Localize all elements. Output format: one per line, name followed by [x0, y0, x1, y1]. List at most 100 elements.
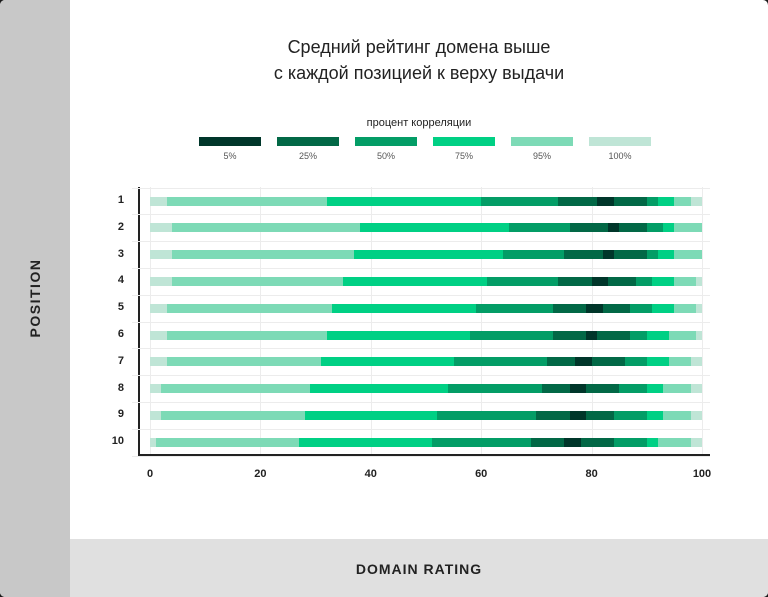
- bar-segment: [150, 357, 168, 366]
- y-axis-panel: POSITION: [0, 0, 70, 597]
- bar-segment: [646, 438, 659, 447]
- y-tick-label: 6: [117, 328, 124, 340]
- bar-segment: [619, 223, 648, 232]
- bar-segment: [530, 438, 565, 447]
- bar-segment: [536, 411, 570, 420]
- bar-segment: [343, 277, 488, 286]
- bar-segment: [150, 438, 157, 447]
- y-tick-label: 8: [117, 382, 124, 394]
- legend-item: 25%: [277, 137, 339, 167]
- legend-label: 25%: [298, 151, 317, 161]
- vertical-gridline: [702, 187, 703, 454]
- bar-segment: [150, 304, 168, 313]
- legend-item: 50%: [355, 137, 417, 167]
- bar-segment: [663, 411, 692, 420]
- bar-segment: [453, 357, 548, 366]
- x-tick-label: 100: [692, 468, 712, 480]
- bar-segment: [332, 304, 477, 313]
- bar-segment: [326, 197, 482, 206]
- bar-segment: [552, 331, 587, 340]
- bar-segment: [597, 197, 615, 206]
- bar-segment: [646, 250, 659, 259]
- horizontal-gridline: [132, 348, 710, 349]
- bar-segment: [624, 357, 648, 366]
- legend-title: процент корреляции: [366, 117, 472, 129]
- bar-segment: [354, 250, 504, 259]
- y-tick-label: 7: [117, 355, 124, 367]
- bar-segment: [646, 331, 670, 340]
- bar-segment: [541, 384, 570, 393]
- bar-segment: [630, 331, 648, 340]
- y-tick-label: 2: [117, 221, 124, 233]
- horizontal-gridline: [132, 268, 710, 269]
- bar-segment: [608, 223, 620, 232]
- bar-segment: [646, 411, 664, 420]
- bar-segment: [663, 384, 692, 393]
- bar-segment: [597, 331, 631, 340]
- bar-segment: [470, 331, 554, 340]
- bar-segment: [166, 197, 328, 206]
- horizontal-gridline: [132, 375, 710, 376]
- bar-segment: [150, 223, 173, 232]
- bar-segment: [172, 223, 361, 232]
- bar-segment: [635, 277, 653, 286]
- bar-segment: [657, 197, 675, 206]
- bar-segment: [586, 384, 620, 393]
- vertical-gridline: [481, 187, 482, 454]
- bar-segment: [166, 304, 333, 313]
- bar-segment: [552, 304, 587, 313]
- bar-segment: [431, 438, 532, 447]
- bar-segment: [580, 438, 615, 447]
- bar-segment: [586, 331, 598, 340]
- legend-swatch: [199, 137, 261, 146]
- bar-segment: [696, 331, 703, 340]
- x-axis-title: DOMAIN RATING: [355, 561, 483, 577]
- bar-segment: [696, 304, 703, 313]
- vertical-gridline: [260, 187, 261, 454]
- bar-segment: [696, 277, 703, 286]
- bar-segment: [586, 304, 604, 313]
- legend-label: 50%: [376, 151, 395, 161]
- bar-segment: [321, 357, 455, 366]
- x-tick-label: 20: [254, 468, 267, 480]
- bar-segment: [613, 197, 648, 206]
- bar-segment: [547, 357, 576, 366]
- bar-segment: [150, 384, 162, 393]
- bar-segment: [569, 411, 587, 420]
- vertical-gridline: [150, 187, 151, 454]
- bar-segment: [503, 250, 565, 259]
- bar-segment: [564, 438, 582, 447]
- bar-segment: [619, 384, 648, 393]
- horizontal-gridline: [132, 214, 710, 215]
- bar-segment: [310, 384, 449, 393]
- bar-segment: [613, 250, 648, 259]
- legend-item: 75%: [433, 137, 495, 167]
- x-tick-label: 60: [475, 468, 488, 480]
- horizontal-gridline: [132, 402, 710, 403]
- bar-segment: [586, 411, 615, 420]
- bar-segment: [657, 438, 692, 447]
- bar-segment: [674, 304, 697, 313]
- bar-segment: [486, 277, 559, 286]
- bar-segment: [564, 250, 604, 259]
- bar-segment: [150, 250, 173, 259]
- bar-segment: [657, 250, 675, 259]
- bar-segment: [558, 277, 593, 286]
- bar-segment: [150, 411, 162, 420]
- bar-segment: [558, 197, 598, 206]
- bar-segment: [668, 331, 697, 340]
- legend-item: 95%: [511, 137, 573, 167]
- bar-segment: [475, 304, 554, 313]
- bar-segment: [172, 277, 344, 286]
- bar-segment: [172, 250, 355, 259]
- bar-segment: [569, 384, 587, 393]
- bar-segment: [674, 197, 692, 206]
- y-tick-label: 3: [117, 248, 124, 260]
- bar-segment: [602, 304, 631, 313]
- bar-segment: [690, 357, 703, 366]
- bar-segment: [591, 277, 609, 286]
- horizontal-gridline: [132, 456, 710, 457]
- bar-segment: [575, 357, 593, 366]
- bar-segment: [646, 357, 670, 366]
